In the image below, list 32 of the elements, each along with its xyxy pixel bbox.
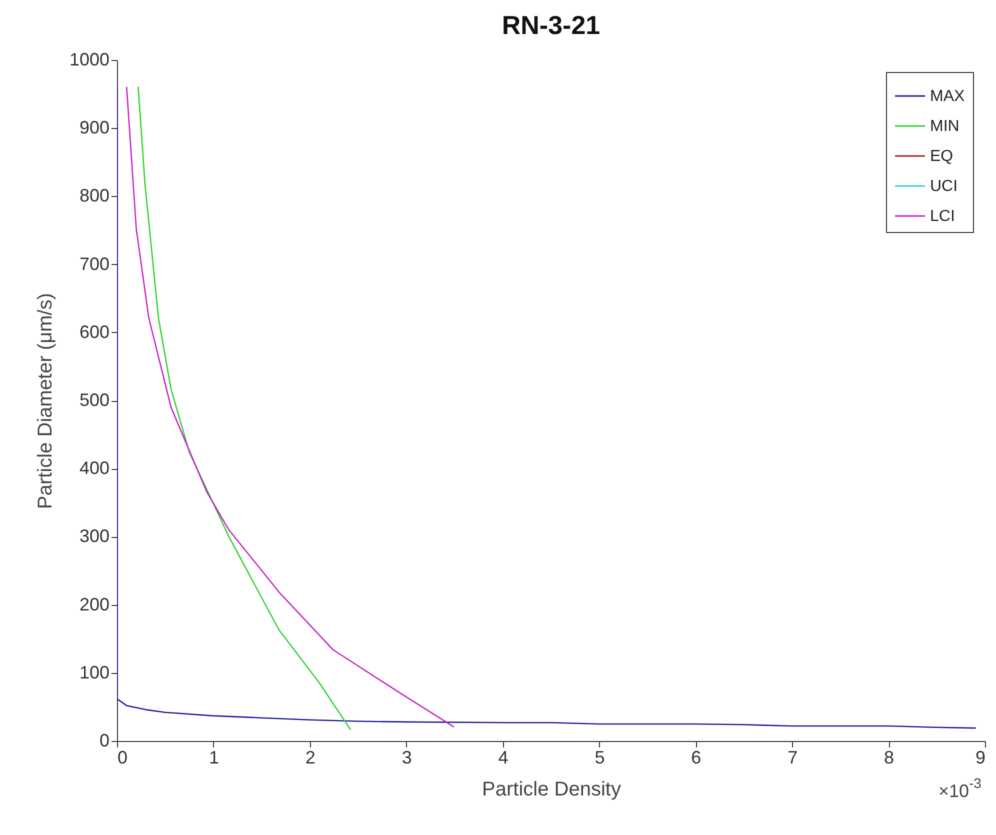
y-tick-label: 700: [79, 254, 110, 274]
y-tick-label: 600: [79, 322, 110, 342]
x-tick-label: 5: [594, 748, 605, 768]
x-tick-label: 7: [788, 748, 798, 768]
y-tick-label: 0: [99, 730, 110, 750]
y-tick-label: 500: [79, 390, 110, 410]
x-tick-label: 4: [498, 748, 508, 768]
x-tick-label: 9: [975, 748, 986, 768]
x-axis-title: Particle Density: [482, 778, 621, 800]
y-tick-label: 300: [79, 526, 110, 546]
x-tick-label: 0: [118, 748, 128, 768]
y-tick-label: 400: [79, 458, 110, 478]
line-series: [126, 86, 454, 728]
chart-title: RN-3-21: [502, 10, 600, 40]
y-tick-label: 100: [79, 662, 110, 682]
y-tick-label: 900: [79, 118, 110, 138]
line-series: [117, 86, 976, 729]
legend-label: UCI: [930, 178, 958, 195]
legend-label: MAX: [930, 88, 965, 105]
y-tick-label: 1000: [69, 50, 110, 70]
x-tick-label: 8: [884, 748, 894, 768]
y-axis-title: Particle Diameter (μm/s): [34, 293, 56, 509]
line-series: [138, 86, 352, 730]
y-tick-label: 800: [79, 186, 110, 206]
legend-label: MIN: [930, 118, 960, 135]
x-tick-label: 2: [305, 748, 316, 768]
x-tick-label: 1: [208, 748, 219, 768]
x-tick-label: 3: [402, 748, 412, 768]
x-tick-label: 6: [691, 748, 702, 768]
legend-label: EQ: [930, 148, 954, 165]
legend-label: LCI: [930, 208, 955, 225]
y-tick-label: 200: [79, 594, 110, 614]
